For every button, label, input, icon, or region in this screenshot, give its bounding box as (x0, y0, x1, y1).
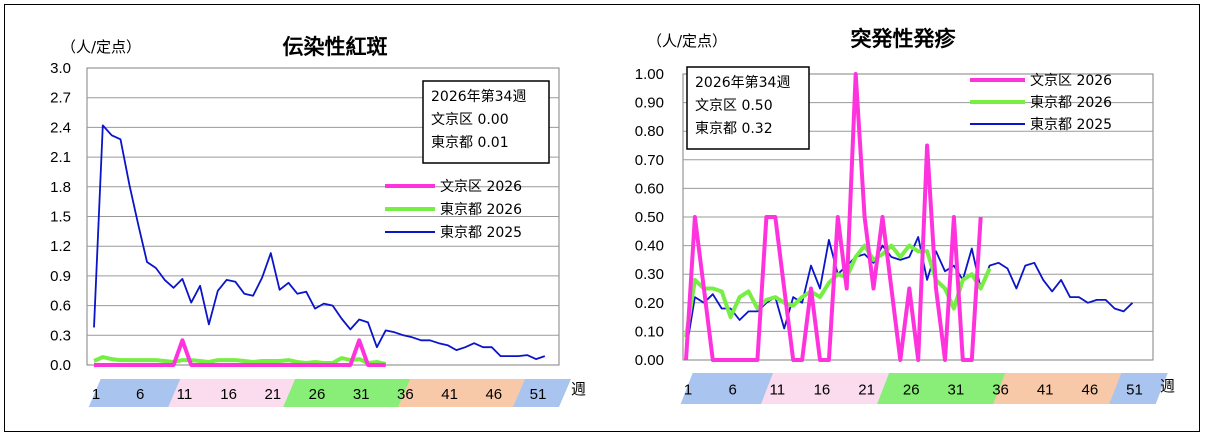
y-tick-label: 2.7 (50, 90, 71, 107)
y-unit-label: （人/定点） (61, 38, 141, 56)
legend: 文京区 2026 東京都 2026 東京都 2025 (385, 179, 522, 241)
y-tick-label: 0.00 (635, 352, 664, 369)
chart-title: 伝染性紅斑 (283, 35, 388, 59)
x-tick-label: 16 (814, 382, 831, 399)
y-tick-label: 0.3 (50, 327, 71, 344)
x-tick-label: 1 (92, 386, 100, 403)
x-tick-label: 11 (177, 386, 193, 403)
x-tick-label: 16 (220, 386, 237, 403)
info-tokyo: 東京都 0.32 (695, 121, 773, 137)
week-band (1109, 373, 1168, 404)
legend-label: 文京区 2026 (440, 179, 522, 195)
x-unit-label: 週 (1160, 377, 1175, 395)
y-tick-label: 0.10 (635, 323, 664, 340)
week-band (680, 373, 775, 404)
week-band (993, 373, 1124, 404)
y-tick-label: 0.9 (50, 268, 71, 285)
x-tick-label: 11 (770, 382, 786, 399)
x-tick-label: 1 (684, 382, 692, 399)
y-tick-label: 0.70 (635, 152, 664, 169)
x-tick-label: 51 (530, 386, 547, 403)
x-tick-label: 36 (397, 386, 414, 403)
y-tick-label: 0.80 (635, 123, 664, 140)
x-tick-label: 46 (1082, 382, 1099, 399)
legend-label: 東京都 2025 (1030, 117, 1112, 133)
week-band (761, 373, 891, 404)
series-lines (684, 72, 1134, 362)
series-line-0 (684, 72, 983, 362)
x-tick-label: 31 (353, 386, 370, 403)
y-tick-label: 1.00 (635, 66, 664, 83)
y-tick-label: 1.8 (50, 179, 71, 196)
charts-canvas: （人/定点） 伝染性紅斑 3.0 2.7 2.4 2.1 1.8 1.5 1.2 0.9 0.6… (50, 27, 1175, 407)
x-tick-label: 41 (441, 386, 458, 403)
legend-label: 東京都 2026 (440, 202, 522, 218)
x-tick-label: 31 (948, 382, 965, 399)
y-tick-label: 0.50 (635, 209, 664, 226)
week-band (283, 379, 412, 407)
info-week: 2026年第34週 (431, 88, 526, 105)
legend-label: 東京都 2025 (440, 225, 522, 241)
x-tick-label: 36 (992, 382, 1009, 399)
info-box: 2026年第34週 文京区 0.50 東京都 0.32 (686, 66, 810, 150)
info-week: 2026年第34週 (695, 74, 790, 91)
x-tick-labels: 1 6 11 16 21 26 31 36 41 46 51 (92, 386, 547, 403)
y-tick-label: 0.0 (50, 357, 71, 374)
y-unit-label: （人/定点） (647, 32, 727, 50)
legend-label: 東京都 2026 (1030, 95, 1112, 111)
y-tick-label: 0.30 (635, 266, 664, 283)
y-tick-label: 1.2 (50, 238, 71, 255)
series-line-2 (93, 124, 546, 361)
legend: 文京区 2026 東京都 2026 東京都 2025 (970, 73, 1112, 133)
exanthem-subitum-chart: （人/定点） 突発性発疹 1.00 0.90 0.80 0.70 0.60 0.50 0.4… (635, 27, 1175, 404)
x-tick-label: 41 (1037, 382, 1054, 399)
x-tick-label: 46 (485, 386, 502, 403)
week-bands (88, 379, 571, 407)
erythema-infectiosum-chart: （人/定点） 伝染性紅斑 3.0 2.7 2.4 2.1 1.8 1.5 1.2 0.9 0.6… (50, 35, 586, 407)
y-tick-label: 1.5 (50, 209, 71, 226)
x-tick-labels: 1 6 11 16 21 26 31 36 41 46 51 (684, 382, 1143, 399)
series-line-1 (684, 243, 992, 338)
info-box: 2026年第34週 文京区 0.00 東京都 0.01 (422, 80, 550, 164)
y-tick-label: 0.20 (635, 295, 664, 312)
x-tick-label: 26 (309, 386, 326, 403)
y-tick-label: 2.4 (50, 119, 71, 136)
x-tick-label: 6 (728, 382, 736, 399)
week-band (877, 373, 1007, 404)
x-tick-label: 51 (1126, 382, 1143, 399)
series-line-1 (93, 355, 387, 366)
x-tick-label: 26 (903, 382, 920, 399)
y-tick-label: 2.1 (50, 149, 71, 166)
week-bands (680, 373, 1168, 404)
y-tick-label: 0.90 (635, 95, 664, 112)
y-tick-label: 3.0 (50, 60, 71, 77)
y-tick-label: 0.6 (50, 298, 71, 315)
info-bunkyo: 文京区 0.00 (431, 112, 509, 128)
x-tick-label: 6 (136, 386, 144, 403)
y-tick-label: 0.60 (635, 180, 664, 197)
chart-title: 突発性発疹 (851, 27, 957, 51)
x-tick-label: 21 (858, 382, 875, 399)
x-tick-label: 21 (264, 386, 281, 403)
y-tick-labels: 1.00 0.90 0.80 0.70 0.60 0.50 0.40 0.30 0.20 0.10… (635, 66, 664, 369)
info-bunkyo: 文京区 0.50 (695, 98, 773, 114)
legend-label: 文京区 2026 (1030, 73, 1112, 89)
week-band (398, 379, 527, 407)
week-band (168, 379, 297, 407)
info-tokyo: 東京都 0.01 (431, 135, 509, 151)
series-line-0 (94, 338, 386, 367)
y-tick-label: 0.40 (635, 238, 664, 255)
chart-frame: （人/定点） 伝染性紅斑 3.0 2.7 2.4 2.1 1.8 1.5 1.2 0.9 0.6… (4, 4, 1200, 432)
week-band (513, 379, 571, 407)
week-band (88, 379, 183, 407)
y-tick-labels: 3.0 2.7 2.4 2.1 1.8 1.5 1.2 0.9 0.6 0.3 0.0 (50, 60, 71, 374)
x-unit-label: 週 (571, 380, 586, 398)
series-lines (93, 124, 546, 367)
